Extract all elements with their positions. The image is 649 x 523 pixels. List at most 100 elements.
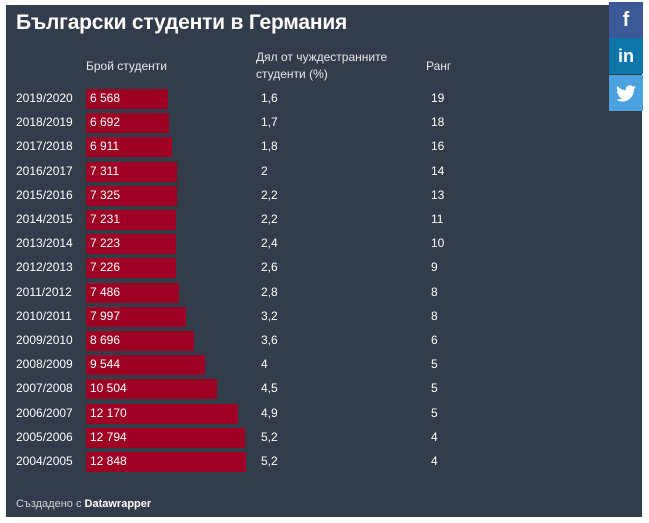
student-count-label: 6 692: [90, 115, 121, 130]
rank-value: 11: [431, 212, 444, 226]
student-count-label: 12 794: [90, 429, 127, 444]
facebook-icon: f: [622, 8, 630, 31]
rank-value: 5: [431, 405, 438, 420]
year-label: 2005/2006: [16, 429, 73, 444]
rank-value: 9: [431, 260, 438, 275]
student-count-bar: [86, 379, 217, 400]
share-value: 2,6: [261, 260, 278, 275]
share-value: 4: [261, 357, 268, 372]
year-label: 2007/2008: [16, 381, 73, 396]
year-label: 2012/2013: [16, 260, 73, 275]
year-label: 2006/2007: [16, 405, 73, 420]
year-label: 2013/2014: [16, 236, 73, 251]
table-row: 2018/2019 6 692 1,7 18: [6, 113, 606, 134]
student-count-bar: [86, 234, 176, 255]
table-row: 2015/2016 7 325 2,2 13: [6, 185, 606, 206]
student-count-bar: [86, 210, 177, 230]
student-count-label: 7 325: [90, 187, 121, 202]
twitter-share-button[interactable]: [609, 75, 643, 111]
student-count-bar: [86, 89, 168, 109]
share-value: 2,4: [261, 236, 278, 251]
student-count-label: 7 226: [90, 260, 121, 275]
footer-credit: Създадено с Datawrapper: [16, 498, 151, 510]
rank-value: 19: [431, 91, 445, 105]
share-value: 5,2: [261, 454, 278, 468]
twitter-icon: [616, 84, 636, 101]
share-value: 2,2: [261, 212, 278, 226]
table-row: 2005/2006 12 794 5,2 4: [6, 427, 606, 448]
chart-panel: Български студенти в Германия Брой студе…: [6, 5, 642, 517]
share-value: 3,6: [261, 333, 278, 347]
student-count-label: 12 848: [90, 454, 127, 468]
column-header-share: Дял от чуждестранните студенти (%): [256, 50, 388, 81]
rank-value: 18: [431, 115, 445, 130]
student-count-label: 7 231: [90, 212, 121, 226]
year-label: 2018/2019: [16, 115, 73, 130]
table-row: 2014/2015 7 231 2,2 11: [6, 210, 606, 230]
table-row: 2013/2014 7 223 2,4 10: [6, 234, 606, 255]
table-row: 2019/2020 6 568 1,6 19: [6, 89, 606, 109]
facebook-share-button[interactable]: f: [609, 2, 643, 38]
student-count-bar: [86, 282, 180, 303]
table-row: 2012/2013 7 226 2,6 9: [6, 258, 606, 279]
rank-value: 14: [431, 163, 445, 178]
year-label: 2011/2012: [16, 284, 72, 299]
student-count-bar: [86, 427, 246, 448]
student-count-bar: [86, 161, 178, 182]
rank-value: 6: [431, 333, 438, 347]
table-row: 2006/2007 12 170 4,9 5: [6, 403, 606, 424]
student-count-bar: [86, 403, 238, 424]
rank-value: 13: [431, 187, 445, 202]
year-label: 2015/2016: [16, 187, 73, 202]
year-label: 2017/2018: [16, 139, 73, 154]
table-row: 2008/2009 9 544 4 5: [6, 355, 606, 376]
share-value: 2,2: [261, 187, 278, 202]
share-value: 2: [261, 163, 268, 178]
table-row: 2011/2012 7 486 2,8 8: [6, 282, 606, 303]
student-count-label: 7 997: [90, 308, 121, 323]
table-row: 2004/2005 12 848 5,2 4: [6, 452, 606, 472]
student-count-label: 7 311: [90, 163, 120, 178]
student-count-bar: [86, 258, 176, 279]
student-count-label: 9 544: [90, 357, 121, 372]
share-value: 1,8: [261, 139, 278, 154]
share-value: 3,2: [261, 308, 278, 323]
table-row: 2017/2018 6 911 1,8 16: [6, 137, 606, 158]
student-count-label: 6 911: [90, 139, 120, 154]
linkedin-icon: in: [618, 45, 634, 66]
student-count-label: 6 568: [90, 91, 121, 105]
chart-title: Български студенти в Германия: [16, 11, 348, 34]
column-header-count: Брой студенти: [86, 59, 167, 73]
student-count-label: 8 696: [90, 333, 121, 347]
rank-value: 8: [431, 284, 438, 299]
year-label: 2008/2009: [16, 357, 73, 372]
rank-value: 5: [431, 381, 438, 396]
table-row: 2009/2010 8 696 3,6 6: [6, 331, 606, 351]
student-count-label: 7 223: [90, 236, 121, 251]
student-count-bar: [86, 137, 173, 158]
student-count-bar: [86, 306, 186, 327]
share-value: 2,8: [261, 284, 278, 299]
student-count-bar: [86, 355, 205, 376]
rank-value: 10: [431, 236, 445, 251]
rank-value: 5: [431, 357, 438, 372]
share-value: 1,7: [261, 115, 278, 130]
year-label: 2004/2005: [16, 454, 73, 468]
linkedin-share-button[interactable]: in: [609, 38, 643, 74]
footer-brand: Datawrapper: [84, 498, 152, 510]
share-value: 1,6: [261, 91, 278, 105]
year-label: 2014/2015: [16, 212, 73, 226]
student-count-bar: [86, 185, 178, 206]
student-count-label: 10 504: [90, 381, 127, 396]
column-header-rank: Ранг: [426, 59, 452, 73]
year-label: 2010/2011: [16, 308, 72, 323]
student-count-label: 7 486: [90, 284, 121, 299]
student-count-label: 12 170: [90, 405, 127, 420]
rank-value: 8: [431, 308, 438, 323]
footer-prefix: Създадено с: [16, 498, 82, 510]
share-value: 4,9: [261, 405, 278, 420]
year-label: 2009/2010: [16, 333, 73, 347]
year-label: 2016/2017: [16, 163, 73, 178]
table-row: 2016/2017 7 311 2 14: [6, 161, 606, 182]
student-count-bar: [86, 331, 195, 351]
